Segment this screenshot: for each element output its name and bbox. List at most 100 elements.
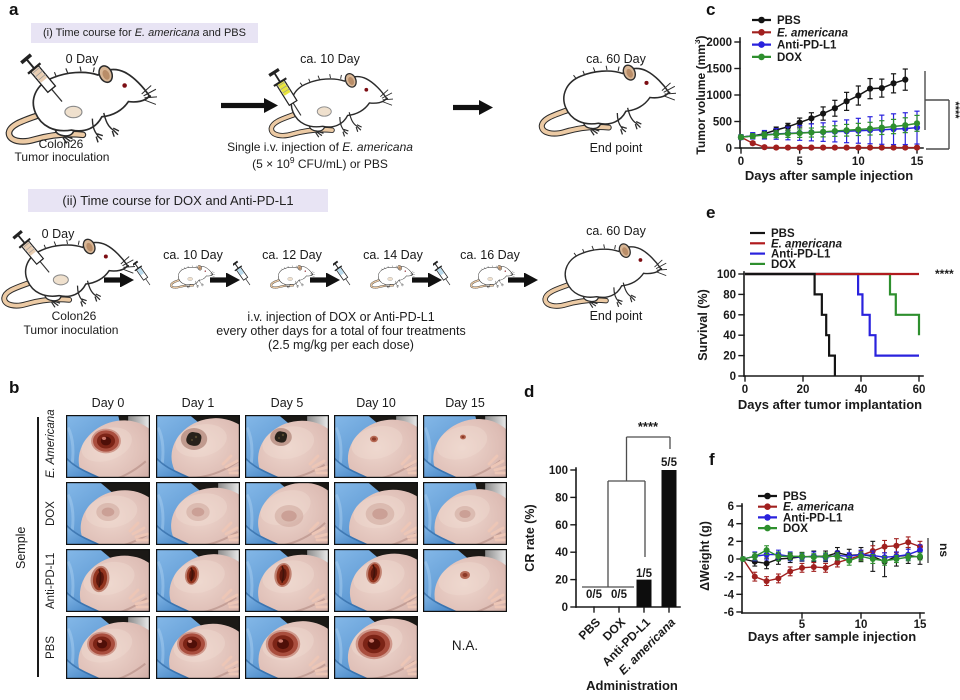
photo-r1-c2 xyxy=(245,482,329,545)
small-mouse-illustration-4 xyxy=(433,256,523,308)
stage-label-ii-1: ca. 10 Day xyxy=(163,248,223,262)
svg-text:Days after sample injection: Days after sample injection xyxy=(748,629,916,644)
panel-d-letter: d xyxy=(524,382,535,401)
svg-text:DOX: DOX xyxy=(777,52,802,64)
svg-text:60: 60 xyxy=(555,520,568,532)
panel-f-letter: f xyxy=(709,450,715,469)
treatment-caption-line2: every other days for a total of four tre… xyxy=(216,323,466,338)
svg-text:80: 80 xyxy=(555,492,568,504)
mouse-endpoint-illustration-i xyxy=(538,58,676,143)
inoculation-caption-line1-ii: Colon26 xyxy=(51,309,97,323)
photo-r1-c1 xyxy=(156,482,240,545)
svg-text:E. americana: E. americana xyxy=(777,27,849,39)
stage-10day-label-i: ca. 10 Day xyxy=(300,52,360,66)
svg-text:100: 100 xyxy=(549,465,568,477)
stage-label-ii-3: ca. 14 Day xyxy=(363,248,423,262)
photo-r2-c2 xyxy=(245,549,329,612)
svg-text:-4: -4 xyxy=(724,589,735,601)
svg-text:-6: -6 xyxy=(724,607,734,619)
photo-r2-c4 xyxy=(423,549,507,612)
stage-0day-label-ii: 0 Day xyxy=(41,227,75,241)
timecourse-ii-header: (ii) Time course for DOX and Anti-PD-L1 xyxy=(28,189,328,212)
inoculation-caption-line1-i: Colon26 xyxy=(38,137,84,151)
svg-text:20: 20 xyxy=(797,384,810,396)
svg-text:500: 500 xyxy=(713,117,732,129)
svg-text:****: **** xyxy=(949,101,960,119)
svg-text:0: 0 xyxy=(730,371,736,383)
svg-text:PBS: PBS xyxy=(771,228,795,240)
svg-text:40: 40 xyxy=(855,384,868,396)
photo-r3-c0 xyxy=(66,616,150,679)
arrow-ii-2 xyxy=(210,273,240,287)
stage-0day-label-i: 0 Day xyxy=(65,52,99,66)
photo-r1-c4 xyxy=(423,482,507,545)
sample-bracket-line xyxy=(37,417,39,677)
injection-caption-line2: (5 × 109 CFU/mL) or PBS xyxy=(252,155,388,171)
svg-text:DOX: DOX xyxy=(771,259,796,271)
svg-text:E. americana: E. americana xyxy=(783,502,855,514)
arrow-i-1 xyxy=(221,97,278,114)
svg-text:15: 15 xyxy=(911,156,924,168)
injection-caption-line1: Single i.v. injection of E. americana xyxy=(227,140,413,154)
photo-r0-c1 xyxy=(156,415,240,478)
svg-text:Anti-PD-L1: Anti-PD-L1 xyxy=(777,40,837,52)
svg-text:PBS: PBS xyxy=(783,491,807,503)
photo-r3-c1 xyxy=(156,616,240,679)
svg-text:E. americana: E. americana xyxy=(771,238,843,250)
svg-text:Administration: Administration xyxy=(586,678,678,693)
svg-text:DOX: DOX xyxy=(783,523,808,535)
svg-text:PBS: PBS xyxy=(576,615,603,642)
day-header-4: Day 15 xyxy=(445,396,485,410)
svg-text:80: 80 xyxy=(723,289,736,301)
not-available-label: N.A. xyxy=(451,638,479,653)
svg-text:1000: 1000 xyxy=(706,90,732,102)
row-label-anti-pd-l1: Anti-PD-L1 xyxy=(45,552,57,609)
svg-text:Days after tumor implantation: Days after tumor implantation xyxy=(738,397,922,412)
svg-text:0: 0 xyxy=(726,143,732,155)
stage-label-ii-4: ca. 16 Day xyxy=(460,248,520,262)
tumor-volume-chart: 0 500 1000 1500 2000 0 5 10 15 Days after sample … xyxy=(695,0,960,200)
injection-caption-i: Single i.v. injection of E. americana (5… xyxy=(205,141,435,171)
svg-text:5: 5 xyxy=(799,619,806,631)
svg-text:15: 15 xyxy=(914,619,927,631)
svg-text:0: 0 xyxy=(742,384,748,396)
treatment-caption-line1: i.v. injection of DOX or Anti-PD-L1 xyxy=(247,310,435,324)
photo-r3-c2 xyxy=(245,616,329,679)
svg-text:5/5: 5/5 xyxy=(661,457,678,469)
mouse-inoculation-illustration-ii xyxy=(0,214,135,314)
svg-text:40: 40 xyxy=(723,330,736,342)
mouse-inoculation-illustration-i xyxy=(5,39,157,149)
photo-r2-c0 xyxy=(66,549,150,612)
day-header-1: Day 1 xyxy=(181,396,215,410)
svg-text:ΔWeight (g): ΔWeight (g) xyxy=(698,521,712,591)
arrow-ii-5 xyxy=(508,273,538,287)
mouse-plain-art-2 xyxy=(542,243,667,309)
mouse-plain-art xyxy=(538,64,676,137)
svg-text:10: 10 xyxy=(852,156,865,168)
mouse-syringe-art-2 xyxy=(1,229,135,309)
timecourse-i-header: (i) Time course for E. americana and PBS xyxy=(31,23,258,43)
svg-text:100: 100 xyxy=(717,269,736,281)
svg-text:Days after sample injection: Days after sample injection xyxy=(745,168,913,183)
svg-text:0: 0 xyxy=(738,156,744,168)
photo-r1-c0 xyxy=(66,482,150,545)
svg-text:20: 20 xyxy=(723,351,736,363)
arrow-ii-4 xyxy=(412,273,442,287)
svg-text:2000: 2000 xyxy=(706,37,732,49)
svg-text:ns: ns xyxy=(937,543,951,557)
svg-text:1500: 1500 xyxy=(706,64,732,76)
svg-text:20: 20 xyxy=(555,575,568,587)
stage-60day-label-ii: ca. 60 Day xyxy=(586,224,646,238)
sample-axis-label: Semple xyxy=(14,526,28,570)
svg-text:PBS: PBS xyxy=(777,15,801,27)
arrow-ii-1 xyxy=(104,273,134,287)
photo-r0-c4 xyxy=(423,415,507,478)
svg-text:60: 60 xyxy=(913,384,926,396)
svg-text:6: 6 xyxy=(728,501,734,513)
weight-chart: -6 -4 -2 0 2 4 6 5 10 15 Days after sample injecti… xyxy=(695,440,960,700)
cr-rate-chart: 0 20 40 60 80 100 CR rate (%) 0/5 0/5 1/5 5/5 PBS DO… xyxy=(520,385,690,700)
svg-text:10: 10 xyxy=(855,619,868,631)
svg-text:Anti-PD-L1: Anti-PD-L1 xyxy=(783,512,843,524)
row-label-e-americana: E. Americana xyxy=(45,409,57,478)
photo-r0-c2 xyxy=(245,415,329,478)
